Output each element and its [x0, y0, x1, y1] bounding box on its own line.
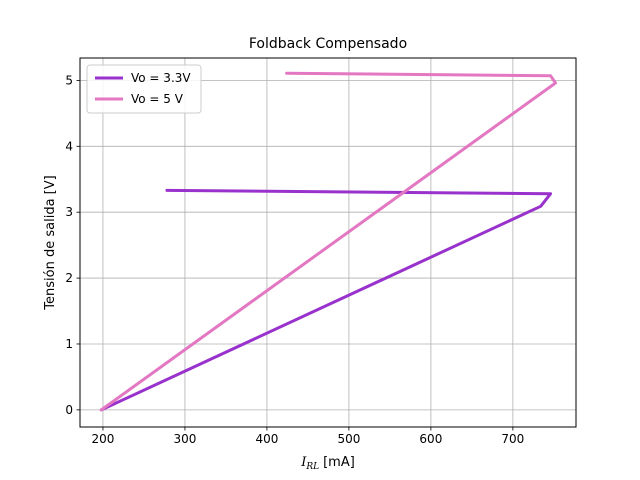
- x-tick-label: 200: [92, 432, 115, 446]
- y-tick-label: 4: [65, 139, 73, 153]
- x-axis-subscript: RL: [305, 462, 319, 472]
- legend-label-1: Vo = 3.3V: [131, 71, 191, 85]
- y-tick-label: 3: [65, 205, 73, 219]
- x-axis-variable: I: [300, 455, 307, 470]
- grid: [80, 58, 576, 427]
- chart-title: Foldback Compensado: [249, 36, 407, 52]
- x-axis-unit: [mA]: [323, 455, 355, 470]
- x-tick-label: 300: [173, 432, 196, 446]
- legend: Vo = 3.3V Vo = 5 V: [86, 64, 202, 114]
- series-line-2: [99, 71, 557, 412]
- y-tick-label: 0: [65, 403, 73, 417]
- legend-label-2: Vo = 5 V: [131, 92, 184, 106]
- plot-frame: [79, 57, 577, 428]
- series-line-1: [99, 188, 553, 412]
- axis-ticks: 200 300 400 500 600 700 0 1 2 3 4 5: [65, 73, 524, 446]
- y-tick-label: 2: [65, 271, 73, 285]
- y-tick-label: 5: [65, 73, 73, 87]
- x-tick-label: 600: [419, 432, 442, 446]
- x-tick-label: 700: [501, 432, 524, 446]
- plot-series: [99, 71, 557, 412]
- x-tick-label: 400: [255, 432, 278, 446]
- x-axis-title: IRL [mA]: [300, 455, 355, 472]
- y-axis-title: Tensión de salida [V]: [43, 175, 58, 310]
- y-tick-label: 1: [65, 337, 73, 351]
- x-tick-label: 500: [337, 432, 360, 446]
